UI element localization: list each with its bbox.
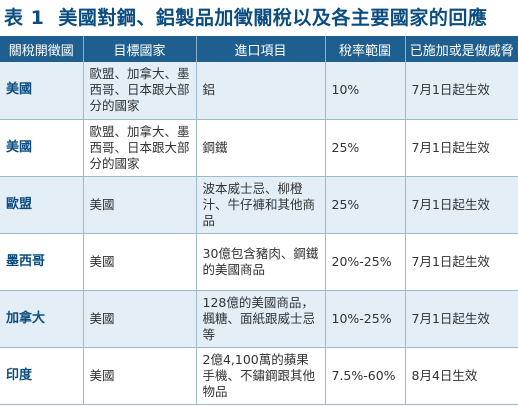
- cell-target: 歐盟、加拿大、墨西哥、日本跟大部分的國家: [83, 62, 197, 120]
- cell-items: 鋁: [196, 62, 326, 120]
- cell-items: 鋼鐵: [196, 119, 326, 177]
- cell-status: 8月4日生效: [405, 347, 518, 405]
- cell-items: 128億的美國商品，楓糖、面紙跟威士忌等: [196, 290, 326, 348]
- cell-target: 美國: [83, 290, 197, 348]
- header-row: 關稅開徵國 目標國家 進口項目 稅率範圍 已施加或是做威脅: [0, 36, 518, 62]
- table-title: 表 1 美國對鋼、鋁製品加徵關稅以及各主要國家的回應: [4, 4, 487, 32]
- cell-country: 加拿大: [0, 290, 84, 348]
- cell-rate: 10%-25%: [325, 290, 406, 348]
- cell-target: 歐盟、加拿大、墨西哥、日本跟大部分的國家: [83, 119, 197, 177]
- cell-rate: 7.5%-60%: [325, 347, 406, 405]
- table-row: 美國 歐盟、加拿大、墨西哥、日本跟大部分的國家 鋼鐵 25% 7月1日起生效: [0, 119, 518, 177]
- table-row: 美國 歐盟、加拿大、墨西哥、日本跟大部分的國家 鋁 10% 7月1日起生效: [0, 62, 518, 120]
- tariff-table: 關稅開徵國 目標國家 進口項目 稅率範圍 已施加或是做威脅 美國 歐盟、加拿大、…: [0, 36, 518, 405]
- cell-items: 30億包含豬肉、鋼鐵的美國商品: [196, 233, 326, 291]
- cell-status: 7月1日起生效: [405, 176, 518, 234]
- cell-country: 美國: [0, 62, 84, 120]
- header-target-country: 目標國家: [83, 36, 197, 62]
- table-row: 墨西哥 美國 30億包含豬肉、鋼鐵的美國商品 20%-25% 7月1日起生效: [0, 233, 518, 291]
- cell-rate: 20%-25%: [325, 233, 406, 291]
- header-imposing-country: 關稅開徵國: [0, 36, 84, 62]
- cell-status: 7月1日起生效: [405, 290, 518, 348]
- cell-items: 2億4,100萬的蘋果手機、不鏽鋼跟其他物品: [196, 347, 326, 405]
- cell-country: 印度: [0, 347, 84, 405]
- cell-country: 美國: [0, 119, 84, 177]
- cell-status: 7月1日起生效: [405, 233, 518, 291]
- cell-items: 波本威士忌、柳橙汁、牛仔褲和其他商品: [196, 176, 326, 234]
- table-number: 表 1: [4, 7, 45, 29]
- cell-target: 美國: [83, 347, 197, 405]
- cell-country: 墨西哥: [0, 233, 84, 291]
- cell-rate: 25%: [325, 119, 406, 177]
- header-status: 已施加或是做威脅: [405, 36, 518, 62]
- cell-status: 7月1日起生效: [405, 62, 518, 120]
- cell-target: 美國: [83, 176, 197, 234]
- cell-target: 美國: [83, 233, 197, 291]
- cell-country: 歐盟: [0, 176, 84, 234]
- table-row: 加拿大 美國 128億的美國商品，楓糖、面紙跟威士忌等 10%-25% 7月1日…: [0, 290, 518, 348]
- cell-rate: 25%: [325, 176, 406, 234]
- header-import-items: 進口項目: [196, 36, 326, 62]
- table-row: 歐盟 美國 波本威士忌、柳橙汁、牛仔褲和其他商品 25% 7月1日起生效: [0, 176, 518, 234]
- cell-rate: 10%: [325, 62, 406, 120]
- cell-status: 7月1日起生效: [405, 119, 518, 177]
- table-row: 印度 美國 2億4,100萬的蘋果手機、不鏽鋼跟其他物品 7.5%-60% 8月…: [0, 347, 518, 405]
- header-tax-rate: 稅率範圍: [325, 36, 406, 62]
- table-title-text: 美國對鋼、鋁製品加徵關稅以及各主要國家的回應: [58, 7, 488, 29]
